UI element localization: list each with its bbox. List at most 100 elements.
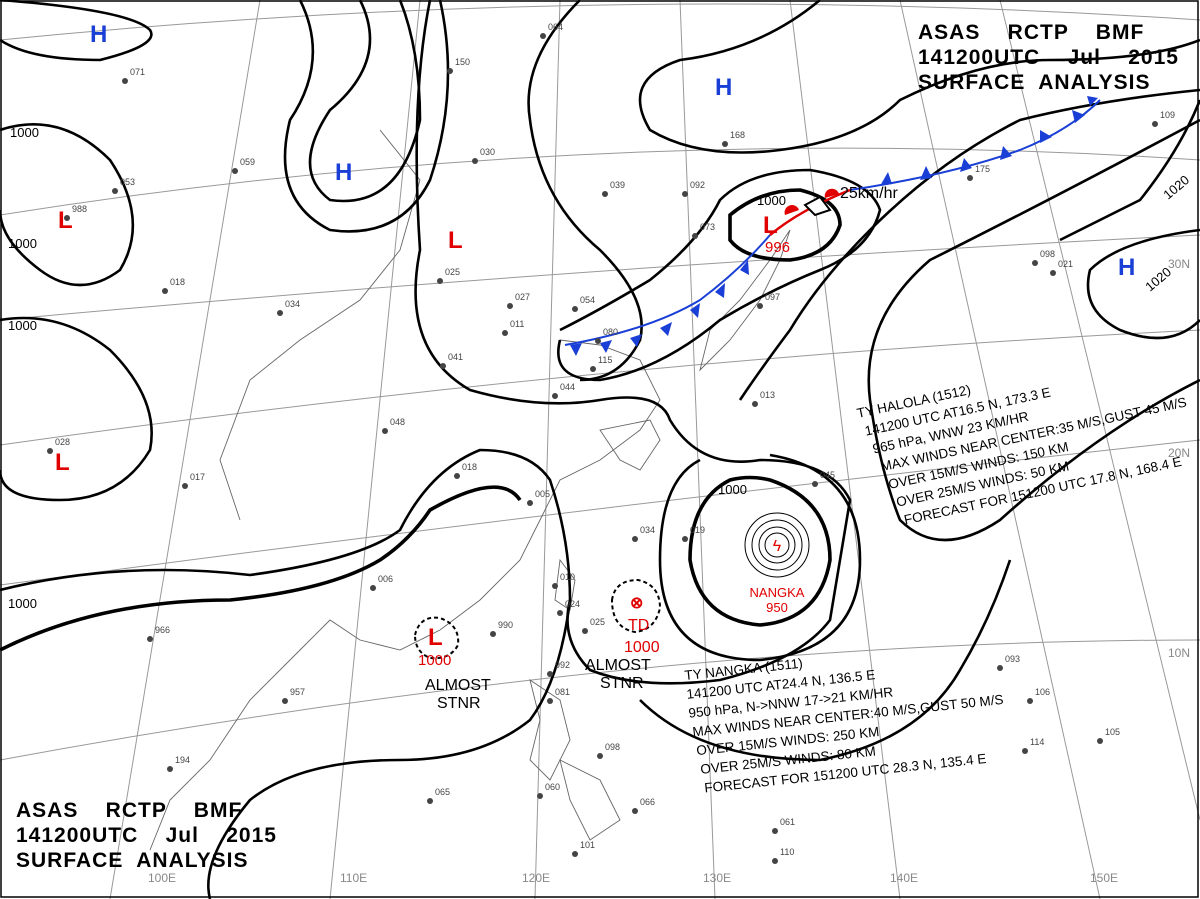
station-circle-icon xyxy=(1032,260,1038,266)
station-circle-icon xyxy=(572,851,578,857)
station-circle-icon xyxy=(437,278,443,284)
station-circle-icon xyxy=(1022,748,1028,754)
low-motion-label: 25km/hr xyxy=(840,185,898,202)
station-circle-icon xyxy=(1152,121,1158,127)
td-label: TD xyxy=(628,617,649,634)
station-pressure: 006 xyxy=(378,574,393,584)
station-pressure: 105 xyxy=(1105,727,1120,737)
almost-stnr-2b: STNR xyxy=(600,675,644,692)
footer-line-3: SURFACE ANALYSIS xyxy=(16,849,249,872)
station-pressure: 045 xyxy=(820,470,835,480)
station-pressure: 030 xyxy=(480,147,495,157)
nangka-isobar-rings xyxy=(744,512,810,578)
station-pressure: 988 xyxy=(72,204,87,214)
station-pressure: 027 xyxy=(515,292,530,302)
station-pressure: 034 xyxy=(285,299,300,309)
station-circle-icon xyxy=(1097,738,1103,744)
station-pressure: 093 xyxy=(1005,654,1020,664)
station-pressure: 044 xyxy=(560,382,575,392)
station-circle-icon xyxy=(572,306,578,312)
station-circle-icon xyxy=(112,188,118,194)
coastlines xyxy=(149,129,791,851)
station-circle-icon xyxy=(632,808,638,814)
isobar-label: 1000 xyxy=(8,318,37,333)
station-circle-icon xyxy=(967,175,973,181)
low-center-l: L xyxy=(55,449,70,476)
station-pressure: 109 xyxy=(1160,110,1175,120)
station-pressure: 106 xyxy=(1035,687,1050,697)
station-circle-icon xyxy=(527,500,533,506)
station-circle-icon xyxy=(537,793,543,799)
station-circle-icon xyxy=(507,303,513,309)
station-circle-icon xyxy=(182,483,188,489)
lon-label: 100E xyxy=(148,871,176,885)
low-center-l: L xyxy=(428,624,443,651)
station-pressure: 150 xyxy=(455,57,470,67)
station-pressure: 019 xyxy=(690,525,705,535)
station-circle-icon xyxy=(162,288,168,294)
station-pressure: 990 xyxy=(498,620,513,630)
station-pressure: 039 xyxy=(610,180,625,190)
station-circle-icon xyxy=(472,158,478,164)
station-circle-icon xyxy=(490,631,496,637)
isobar-label: 1000 xyxy=(10,125,39,140)
station-pressure: 101 xyxy=(580,840,595,850)
station-pressure: 013 xyxy=(760,390,775,400)
lon-label: 110E xyxy=(340,871,367,885)
td-pressure-value: 1000 xyxy=(624,639,660,656)
low-pressure-value: 996 xyxy=(765,239,790,256)
cold-front xyxy=(564,96,1101,356)
station-pressure: 175 xyxy=(975,164,990,174)
high-center-h: H xyxy=(90,21,107,48)
station-circle-icon xyxy=(447,68,453,74)
lon-label: 130E xyxy=(703,871,731,885)
lon-label: 120E xyxy=(522,871,550,885)
header-line-2: 141200UTC Jul 2015 xyxy=(918,46,1179,69)
station-circle-icon xyxy=(547,671,553,677)
isobar-label: 1020 xyxy=(1160,172,1192,202)
station-circle-icon xyxy=(540,33,546,39)
station-circle-icon xyxy=(64,215,70,221)
station-pressure: 021 xyxy=(1058,259,1073,269)
footer-line-1: ASAS RCTP BMF xyxy=(16,799,243,822)
station-pressure: 092 xyxy=(690,180,705,190)
station-pressure: 168 xyxy=(730,130,745,140)
station-pressure: 098 xyxy=(605,742,620,752)
station-pressure: 114 xyxy=(1030,737,1044,747)
station-circle-icon xyxy=(772,828,778,834)
station-circle-icon xyxy=(557,610,563,616)
warm-front xyxy=(769,188,851,236)
station-pressure: 064 xyxy=(548,22,563,32)
halola-info: TY HALOLA (1512) 141200 UTC AT16.5 N, 17… xyxy=(856,382,1188,527)
station-circle-icon xyxy=(590,366,596,372)
station-circle-icon xyxy=(632,536,638,542)
high-center-h: H xyxy=(335,159,352,186)
station-circle-icon xyxy=(752,401,758,407)
station-pressure: 097 xyxy=(765,292,780,302)
nangka-info: TY NANGKA (1511) 141200 UTC AT24.4 N, 13… xyxy=(684,656,1004,796)
station-pressure: 059 xyxy=(240,157,255,167)
station-pressure: 060 xyxy=(545,782,560,792)
station-circle-icon xyxy=(997,665,1003,671)
lat-label: 20N xyxy=(1168,446,1190,460)
station-pressure: 992 xyxy=(555,660,570,670)
station-pressure: 966 xyxy=(155,625,170,635)
isobar-label: 1000 xyxy=(757,193,786,208)
station-circle-icon xyxy=(440,363,446,369)
lat-label: 30N xyxy=(1168,257,1190,271)
station-circle-icon xyxy=(427,798,433,804)
station-pressure: 194 xyxy=(175,755,190,765)
station-circle-icon xyxy=(682,191,688,197)
station-pressure: 081 xyxy=(555,687,570,697)
lon-label: 150E xyxy=(1090,871,1118,885)
station-pressure: 115 xyxy=(598,355,612,365)
station-circle-icon xyxy=(282,698,288,704)
station-pressure: 071 xyxy=(130,67,145,77)
footer-line-2: 141200UTC Jul 2015 xyxy=(16,824,277,847)
station-circle-icon xyxy=(1050,270,1056,276)
high-center-h: H xyxy=(1118,254,1135,281)
station-circle-icon xyxy=(757,303,763,309)
